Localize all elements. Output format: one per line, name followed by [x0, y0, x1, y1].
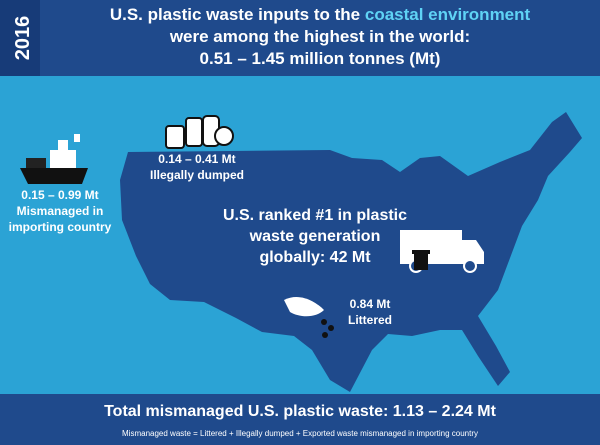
footer-total: Total mismanaged U.S. plastic waste: 1.1… — [104, 403, 497, 420]
ship-icon — [20, 134, 88, 184]
us-map — [120, 112, 582, 392]
callout-value: 0.14 – 0.41 Mt — [158, 152, 235, 166]
callout-value: 0.84 Mt — [350, 297, 391, 311]
callout-label: Littered — [348, 313, 392, 327]
year: 2016 — [12, 16, 34, 61]
hand-icon — [284, 297, 334, 338]
footer-band — [0, 394, 600, 445]
callout-label: Mismanaged in — [17, 204, 104, 218]
title-line: were among the highest in the world: — [169, 27, 470, 46]
callout-label: importing country — [9, 220, 112, 234]
generation-text: waste generation — [249, 228, 381, 245]
title-line: 0.51 – 1.45 million tonnes (Mt) — [200, 49, 441, 68]
callout-label: Illegally dumped — [150, 168, 244, 182]
title-line: U.S. plastic waste inputs to the coastal… — [110, 5, 531, 24]
generation-text: globally: 42 Mt — [259, 249, 371, 266]
callout-value: 0.15 – 0.99 Mt — [21, 188, 98, 202]
truck-icon — [400, 230, 484, 273]
year-box — [0, 0, 40, 76]
trash-icon — [165, 115, 234, 149]
header-band — [0, 0, 600, 76]
footer-note: Mismanaged waste = Littered + Illegally … — [122, 429, 478, 438]
generation-text: U.S. ranked #1 in plastic — [223, 207, 407, 224]
